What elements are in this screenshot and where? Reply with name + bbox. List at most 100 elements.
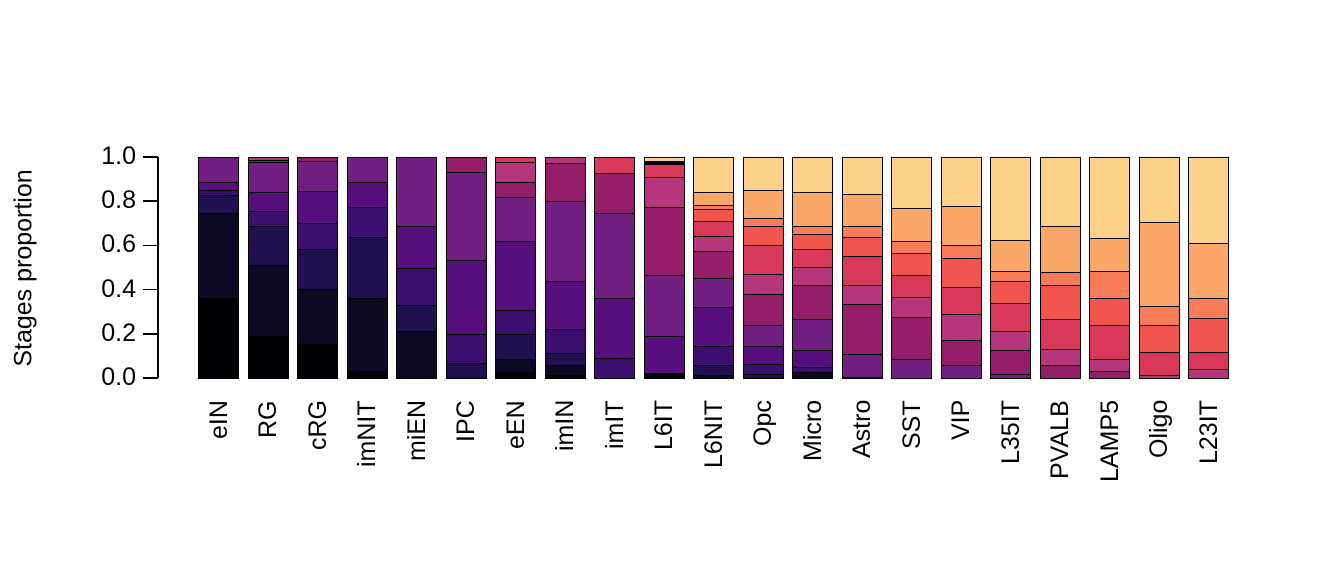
bar-segment (247, 336, 289, 380)
bar-segment (940, 364, 982, 380)
bar-segment (297, 222, 338, 251)
y-tick-label: 0.6 (101, 230, 136, 259)
bar-segment (891, 296, 932, 319)
bar-segment (693, 208, 734, 223)
bar-segment (792, 318, 833, 351)
y-tick-label: 0.2 (101, 318, 136, 347)
bar-segment (693, 345, 734, 367)
bar-segment (297, 190, 338, 224)
x-tick-label: IPC (452, 400, 480, 442)
bar-segment (693, 220, 734, 237)
bar-segment (792, 157, 833, 194)
y-tick (143, 377, 158, 379)
x-tick-label: imIT (600, 400, 629, 449)
bar-segment (1089, 237, 1130, 273)
bar-segment (346, 297, 388, 373)
bar-segment (990, 280, 1031, 304)
x-tick-label: Micro (798, 400, 827, 462)
bar-segment (1138, 221, 1180, 308)
bar-segment (396, 330, 437, 380)
bar-segment (643, 206, 685, 277)
bar-segment (841, 225, 883, 239)
bar-segment (643, 336, 685, 375)
bar-segment (742, 324, 784, 347)
y-tick (143, 200, 158, 202)
bar-segment (544, 328, 586, 354)
bar-segment (1039, 284, 1081, 320)
x-tick-label: L23IT (1194, 400, 1223, 464)
bar-imIN (544, 157, 586, 380)
bar-segment (396, 157, 437, 228)
bar-L23IT (1188, 157, 1229, 380)
bar-segment (841, 284, 883, 305)
bar-segment (841, 353, 883, 379)
bar-segment (742, 244, 784, 276)
bar-segment (1039, 271, 1081, 286)
bar-segment (544, 280, 586, 331)
bar-segment (1089, 270, 1130, 299)
bar-segment (544, 352, 586, 367)
x-tick-label: LAMP5 (1095, 400, 1124, 482)
bar-segment (841, 157, 883, 195)
bar-segment (742, 363, 784, 375)
bar-segment (1138, 305, 1180, 326)
bar-segment (792, 233, 833, 251)
bar-segment (297, 248, 338, 290)
x-tick-label: eEN (501, 400, 530, 449)
bar-Astro (841, 157, 883, 380)
bar-segment (247, 157, 289, 161)
bar-segment (792, 266, 833, 286)
bar-segment (693, 306, 734, 347)
x-tick-label: imIN (551, 400, 579, 452)
bar-segment (1039, 225, 1081, 274)
bar-segment (247, 191, 289, 212)
bar-segment (445, 157, 487, 174)
bar-segment (1089, 157, 1130, 239)
bar-segment (1138, 157, 1180, 224)
bar-segment (198, 157, 239, 183)
bar-segment (940, 244, 982, 260)
y-tick-label: 1.0 (101, 142, 136, 170)
bar-segment (495, 196, 536, 243)
bar-segment (1188, 368, 1229, 380)
bar-segment (1138, 351, 1180, 376)
bar-segment (346, 206, 388, 239)
bar-segment (346, 157, 388, 184)
bar-segment (544, 162, 586, 203)
bar-segment (544, 364, 586, 376)
bar-segment (495, 333, 536, 360)
bar-miEN (396, 157, 437, 380)
bar-segment (346, 236, 388, 300)
bar-segment (1039, 318, 1081, 350)
bar-segment (990, 239, 1031, 273)
bar-segment (247, 161, 289, 193)
bar-VIP (940, 157, 982, 380)
bar-segment (841, 256, 883, 286)
bar-segment (1039, 364, 1081, 380)
bar-segment (990, 349, 1031, 375)
bar-segment (940, 257, 982, 289)
bar-segment (396, 225, 437, 269)
bar-segment (247, 210, 289, 227)
bar-segment (693, 191, 734, 206)
bar-segment (247, 264, 289, 338)
y-tick-label: 0.8 (101, 186, 136, 215)
bar-segment (198, 194, 239, 214)
bar-segment (742, 345, 784, 365)
bar-segment (643, 176, 685, 208)
bar-segment (1188, 297, 1229, 319)
x-tick-label: VIP (947, 400, 975, 441)
bar-segment (346, 181, 388, 208)
y-axis-line (157, 157, 159, 378)
bar-L6NIT (693, 157, 734, 380)
bar-segment (297, 160, 338, 192)
bar-segment (742, 157, 784, 191)
bar-segment (594, 157, 635, 175)
x-tick-label: RG (254, 400, 282, 438)
bar-RG (247, 157, 289, 380)
bar-segment (990, 270, 1031, 283)
x-tick-label: Opc (749, 400, 777, 446)
x-tick-label: SST (897, 400, 926, 449)
bar-PVALB (1039, 157, 1081, 380)
bar-segment (495, 181, 536, 199)
